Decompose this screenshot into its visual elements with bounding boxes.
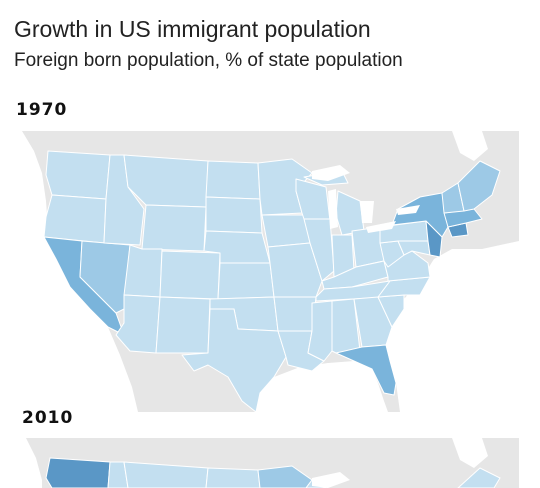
- state-arkansas[interactable]: [273, 296, 317, 332]
- map-1970[interactable]: [12, 131, 519, 412]
- lake-erie: [366, 221, 396, 233]
- state-maryland[interactable]: [397, 240, 431, 256]
- state-new-jersey[interactable]: [425, 220, 443, 258]
- state-oregon[interactable]: [43, 194, 107, 244]
- gulf-of-mexico: [256, 361, 388, 412]
- lake-ontario: [396, 205, 420, 215]
- ocean-pacific-2010: [12, 438, 42, 488]
- state-utah[interactable]: [123, 244, 163, 298]
- state-mississippi[interactable]: [307, 300, 333, 362]
- lake-superior: [312, 165, 350, 181]
- state-illinois[interactable]: [303, 218, 335, 282]
- lake-superior-2010: [312, 472, 350, 488]
- lake-canada: [452, 131, 488, 161]
- map-2010-svg: [12, 438, 519, 488]
- chart-subtitle: Foreign born population, % of state popu…: [14, 50, 403, 71]
- state-idaho-2010[interactable]: [107, 461, 129, 488]
- state-montana-2010[interactable]: [123, 461, 209, 488]
- map-2010[interactable]: [12, 438, 519, 488]
- lake-huron: [360, 201, 374, 223]
- lake-michigan: [328, 189, 338, 229]
- lake-canada-2010: [452, 438, 488, 468]
- state-florida[interactable]: [335, 344, 397, 396]
- state-washington-2010[interactable]: [45, 457, 111, 488]
- state-kansas[interactable]: [217, 262, 275, 300]
- state-maine[interactable]: [457, 160, 501, 212]
- state-south-dakota[interactable]: [205, 196, 263, 234]
- chart-title: Growth in US immigrant population: [14, 16, 371, 42]
- state-iowa[interactable]: [261, 214, 311, 248]
- state-washington[interactable]: [45, 150, 111, 200]
- ocean-pacific: [12, 131, 138, 412]
- state-texas[interactable]: [181, 308, 287, 412]
- state-north-dakota[interactable]: [205, 160, 261, 200]
- year-label-2010: 2010: [22, 408, 74, 428]
- state-georgia[interactable]: [353, 296, 393, 348]
- state-north-dakota-2010[interactable]: [205, 467, 261, 488]
- state-maine-2010[interactable]: [457, 467, 501, 488]
- year-label-1970: 1970: [16, 100, 68, 120]
- state-new-mexico[interactable]: [155, 296, 211, 354]
- state-colorado[interactable]: [159, 250, 221, 300]
- state-wyoming[interactable]: [141, 204, 207, 252]
- map-1970-svg: [12, 131, 519, 412]
